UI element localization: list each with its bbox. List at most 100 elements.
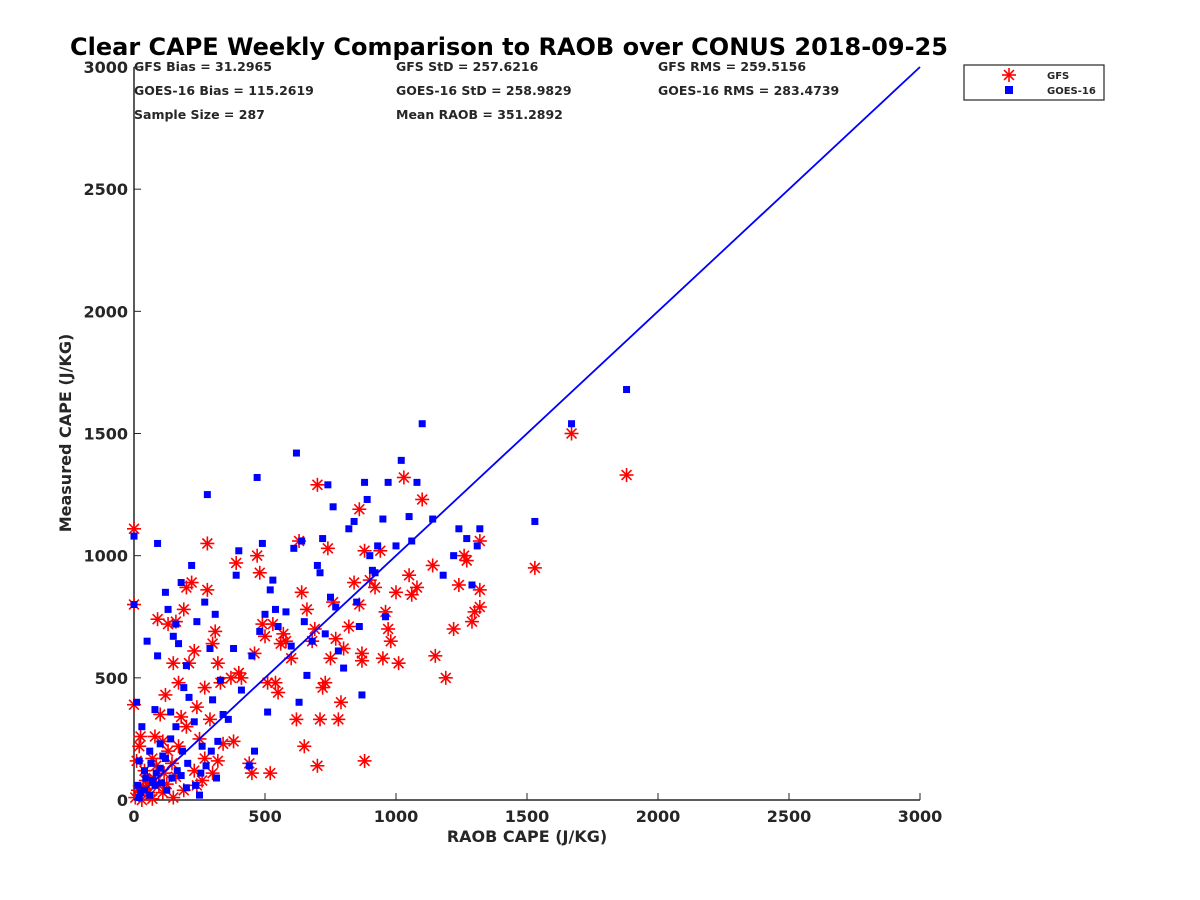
goes16-point	[154, 539, 162, 547]
goes16-point	[379, 515, 387, 523]
goes16-point	[568, 420, 576, 428]
goes16-point	[214, 737, 222, 745]
gfs-point	[200, 582, 215, 597]
goes16-point	[450, 552, 458, 560]
gfs-point	[208, 624, 223, 639]
gfs-point	[391, 656, 406, 671]
gfs-point	[226, 734, 241, 749]
gfs-point	[252, 565, 267, 580]
goes16-point	[384, 478, 392, 486]
goes16-point	[382, 613, 390, 621]
x-tick-label: 2500	[767, 807, 812, 826]
gfs-point	[133, 729, 148, 744]
goes16-point	[230, 645, 238, 653]
goes16-point	[353, 598, 361, 606]
gfs-point	[176, 602, 191, 617]
gfs-point	[425, 558, 440, 573]
gfs-point	[268, 675, 283, 690]
goes16-point	[269, 576, 277, 584]
legend: GFS GOES-16	[963, 64, 1105, 101]
legend-goes-marker	[1005, 86, 1013, 94]
gfs-point	[368, 580, 383, 595]
gfs-point	[404, 587, 419, 602]
goes16-point	[429, 515, 437, 523]
goes16-point	[251, 747, 259, 755]
goes16-point	[197, 769, 205, 777]
goes16-point	[258, 539, 266, 547]
goes16-point	[350, 517, 358, 525]
goes16-point	[177, 772, 185, 780]
y-tick-label: 2000	[83, 302, 128, 321]
goes16-point	[175, 640, 183, 648]
gfs-point	[299, 602, 314, 617]
goes16-point	[213, 774, 221, 782]
goes16-point	[531, 517, 539, 525]
goes16-point	[167, 735, 175, 743]
gfs-point	[166, 656, 181, 671]
gfs-point	[179, 719, 194, 734]
chart-title: Clear CAPE Weekly Comparison to RAOB ove…	[70, 33, 948, 61]
goes16-point	[392, 542, 400, 550]
goes16-point	[156, 764, 164, 772]
gfs-point	[294, 585, 309, 600]
goes16-point	[134, 781, 142, 789]
gfs-point	[189, 700, 204, 715]
goes16-point	[203, 491, 211, 499]
sample-size-text: Sample Size = 287	[134, 107, 265, 122]
gfs-point	[415, 492, 430, 507]
goes16-point	[261, 610, 269, 618]
goes16-point	[237, 686, 245, 694]
x-tick-label: 1500	[505, 807, 550, 826]
goes16-point	[168, 774, 176, 782]
legend-gfs-marker	[1002, 68, 1016, 82]
goes16-point	[232, 571, 240, 579]
goes16-point	[303, 671, 311, 679]
gfs-std-text: GFS StD = 257.6216	[396, 59, 539, 74]
stats-block: GFS Bias = 31.2965 GFS StD = 257.6216 GF…	[134, 59, 839, 122]
goes16-point	[142, 774, 150, 782]
goes16-point	[319, 535, 327, 543]
goes16-point	[152, 769, 160, 777]
goes16-point	[235, 547, 243, 555]
goes16-point	[146, 791, 154, 799]
x-tick-label: 2000	[636, 807, 681, 826]
gfs-point	[446, 621, 461, 636]
goes16-point	[173, 767, 181, 775]
goes16-point	[397, 456, 405, 464]
gfs-point	[357, 753, 372, 768]
gfs-point	[184, 575, 199, 590]
goes16-point	[295, 698, 303, 706]
goes16-point	[151, 706, 159, 714]
gfs-point	[310, 477, 325, 492]
goes16-point	[321, 630, 329, 638]
goes16-point	[224, 715, 232, 723]
goes16-point	[172, 723, 180, 731]
y-tick-label: 1500	[83, 425, 128, 444]
x-tick-label: 0	[128, 807, 139, 826]
legend-gfs-asterisk	[1002, 68, 1016, 82]
goes16-point	[248, 652, 256, 660]
gfs-point	[341, 619, 356, 634]
goes16-point	[207, 747, 215, 755]
goes16-point	[245, 762, 253, 770]
goes16-point	[455, 525, 463, 533]
goes16-point	[266, 586, 274, 594]
goes16-point	[300, 618, 308, 626]
gfs-point	[171, 675, 186, 690]
gfs-point	[174, 709, 189, 724]
plot-area	[127, 66, 921, 807]
goes16-point	[172, 620, 180, 628]
goes16-point	[271, 605, 279, 613]
goes16-point	[151, 781, 159, 789]
goes-std-text: GOES-16 StD = 258.9829	[396, 83, 572, 98]
goes16-point	[158, 779, 166, 787]
gfs-point	[354, 646, 369, 661]
gfs-point	[271, 685, 286, 700]
gfs-point	[166, 790, 181, 805]
goes16-point	[358, 691, 366, 699]
goes16-point	[623, 386, 631, 394]
gfs-point	[527, 560, 542, 575]
gfs-bias-text: GFS Bias = 31.2965	[134, 59, 272, 74]
goes16-point	[327, 593, 334, 601]
y-tick-label: 2500	[83, 180, 128, 199]
